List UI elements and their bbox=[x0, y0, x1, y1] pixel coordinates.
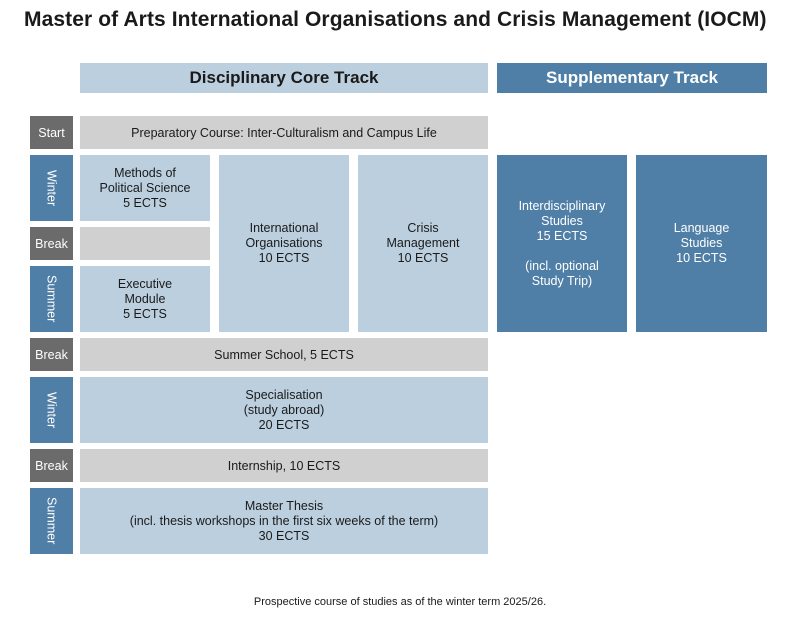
period-label-text: Start bbox=[38, 125, 65, 140]
break-empty-block bbox=[80, 227, 210, 260]
period-label-summer: Summer bbox=[30, 266, 73, 332]
crisis-management-block: Crisis Management 10 ECTS bbox=[358, 155, 488, 332]
period-label-text: Summer bbox=[44, 275, 59, 323]
block-ects: 30 ECTS bbox=[258, 528, 310, 543]
block-line: Organisations bbox=[245, 236, 323, 250]
master-thesis-block: Master Thesis (incl. thesis workshops in… bbox=[80, 488, 488, 554]
block-note: Study Trip) bbox=[531, 273, 593, 288]
period-label-winter: Winter bbox=[30, 377, 73, 443]
block-ects: 15 ECTS bbox=[536, 228, 588, 243]
core-track-header: Disciplinary Core Track bbox=[80, 63, 488, 93]
preparatory-course-block: Preparatory Course: Inter-Culturalism an… bbox=[80, 116, 488, 149]
block-line: International bbox=[249, 221, 319, 235]
period-label-start: Start bbox=[30, 116, 73, 149]
block-line: Interdisciplinary bbox=[518, 198, 606, 213]
period-label-text: Break bbox=[35, 458, 68, 473]
period-label-break: Break bbox=[30, 338, 73, 371]
block-line: Module bbox=[124, 291, 166, 306]
period-label-break: Break bbox=[30, 227, 73, 260]
executive-module-block: Executive Module 5 ECTS bbox=[80, 266, 210, 332]
block-ects: 5 ECTS bbox=[123, 306, 167, 321]
block-line: Studies bbox=[680, 236, 723, 250]
supplementary-track-header: Supplementary Track bbox=[497, 63, 767, 93]
block-line: (study abroad) bbox=[243, 402, 325, 417]
specialisation-block: Specialisation (study abroad) 20 ECTS bbox=[80, 377, 488, 443]
block-ects: 10 ECTS bbox=[258, 251, 310, 265]
block-line: (incl. thesis workshops in the first six… bbox=[129, 513, 439, 528]
period-label-summer: Summer bbox=[30, 488, 73, 554]
period-label-break: Break bbox=[30, 449, 73, 482]
period-label-text: Break bbox=[35, 347, 68, 362]
internship-block: Internship, 10 ECTS bbox=[80, 449, 488, 482]
period-label-text: Break bbox=[35, 236, 68, 251]
period-label-text: Summer bbox=[44, 497, 59, 545]
block-line: Crisis bbox=[407, 221, 439, 235]
block-line: Methods of bbox=[114, 165, 176, 180]
page-title: Master of Arts International Organisatio… bbox=[24, 8, 767, 31]
period-label-text: Winter bbox=[44, 169, 59, 207]
methods-block: Methods of Political Science 5 ECTS bbox=[80, 155, 210, 221]
block-line: Studies bbox=[541, 213, 583, 228]
international-organisations-block: International Organisations 10 ECTS bbox=[219, 155, 349, 332]
block-line: Master Thesis bbox=[244, 498, 324, 513]
period-label-text: Winter bbox=[44, 391, 59, 429]
block-ects: 10 ECTS bbox=[676, 251, 727, 265]
footnote: Prospective course of studies as of the … bbox=[253, 596, 547, 608]
block-ects: 5 ECTS bbox=[123, 195, 167, 210]
summer-school-block: Summer School, 5 ECTS bbox=[80, 338, 488, 371]
block-line: Specialisation bbox=[245, 387, 323, 402]
interdisciplinary-studies-block: Interdisciplinary Studies 15 ECTS (incl.… bbox=[497, 155, 627, 332]
block-ects: 20 ECTS bbox=[258, 417, 310, 432]
block-line: Political Science bbox=[99, 180, 191, 195]
block-line: Executive bbox=[117, 276, 173, 291]
block-ects: 10 ECTS bbox=[397, 251, 449, 265]
language-studies-block: Language Studies 10 ECTS bbox=[636, 155, 767, 332]
block-line: Management bbox=[386, 236, 460, 250]
block-note: (incl. optional bbox=[525, 258, 599, 273]
period-label-winter: Winter bbox=[30, 155, 73, 221]
block-line: Language bbox=[673, 221, 730, 235]
